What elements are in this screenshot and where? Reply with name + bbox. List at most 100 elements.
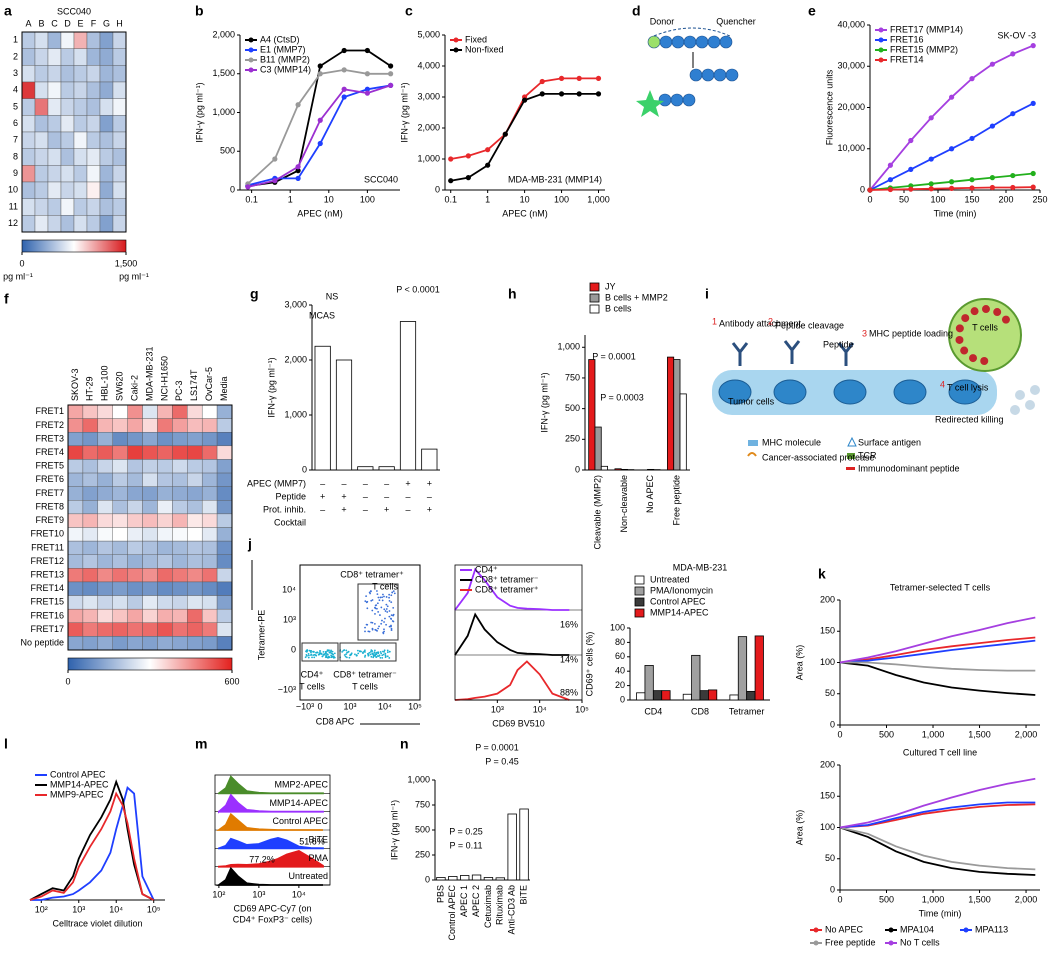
heatmap-cell (112, 554, 128, 569)
peptide-bead (682, 93, 696, 107)
heatmap-cell (99, 198, 114, 216)
series-label: BiTE (308, 834, 328, 844)
heatmap-cell (127, 418, 143, 433)
y-tick-label: 2,000 (212, 29, 235, 39)
heatmap-cell (82, 568, 99, 583)
legend-swatch (589, 304, 600, 314)
event-dot (371, 609, 374, 612)
event-dot (393, 592, 396, 595)
y-tick-label: 5,000 (417, 29, 440, 39)
data-point (989, 61, 996, 67)
y-tick-label: 0 (620, 694, 625, 704)
event-dot (366, 607, 369, 610)
heatmap-cell (86, 148, 101, 166)
heatmap-cell (127, 404, 143, 419)
table-sign: – (341, 478, 346, 488)
heatmap-cell (47, 215, 62, 233)
heatmap-cell (201, 432, 218, 447)
diagram-label: 10⁴ (282, 584, 296, 594)
legend-label: B cells (605, 303, 632, 313)
bar (600, 465, 608, 471)
diagram-label: −10³ (296, 701, 314, 711)
legend-label: Control APEC (50, 769, 106, 779)
bar (460, 875, 470, 881)
heatmap-cell (34, 115, 49, 133)
heatmap-cell (67, 459, 84, 474)
event-dot (376, 602, 379, 605)
event-dot (305, 650, 307, 653)
y-tick-label: 0 (230, 184, 235, 194)
heatmap-cell (73, 131, 88, 149)
y-axis-label: CD69⁺ cells (%) (584, 632, 594, 697)
annotation: P = 0.11 (450, 840, 483, 850)
y-tick-label: 1,000 (417, 153, 440, 163)
heatmap-cell (127, 513, 143, 528)
heatmap-cell (157, 554, 173, 569)
heatmap-cell (172, 622, 188, 637)
heatmap-cell (112, 486, 128, 501)
heatmap-cell (21, 81, 36, 99)
panel-letter: c (405, 3, 413, 19)
series-line (839, 616, 1036, 664)
heatmap-cell (142, 622, 158, 637)
heatmap-cell (172, 595, 188, 610)
legend-label: MPA113 (975, 924, 1008, 934)
table-sign: + (405, 478, 410, 488)
heatmap-cell (47, 81, 62, 99)
heatmap-cell (67, 404, 84, 419)
diagram-label: T cells (352, 681, 378, 691)
annotation: P = 0.25 (449, 826, 483, 836)
bar (737, 636, 748, 701)
data-point (388, 63, 394, 69)
heatmap-cell (21, 65, 36, 83)
event-dot (376, 590, 378, 592)
column-label: Caki-2 (129, 375, 139, 401)
series-line (839, 777, 1036, 829)
heatmap-cell (47, 165, 62, 183)
annotation: MDA-MB-231 (MMP14) (508, 174, 602, 184)
colorbar-units: pg ml⁻¹ (119, 271, 149, 281)
series-line (839, 639, 1036, 664)
heatmap-cell (34, 65, 49, 83)
heatmap-cell (142, 636, 158, 651)
density-curve (29, 779, 155, 901)
diagram-label: T cells (299, 681, 325, 691)
event-dot (392, 590, 395, 593)
panel-letter: a (4, 3, 12, 19)
heatmap-cell (67, 418, 84, 433)
table-sign: – (363, 504, 368, 514)
x-tick-label: 10² (212, 889, 225, 899)
event-dot (308, 654, 310, 657)
heatmap-cell (73, 198, 88, 216)
bar (614, 468, 622, 471)
x-tick-label: 0 (867, 194, 872, 204)
heatmap-cell (99, 31, 114, 49)
heatmap-cell (47, 98, 62, 116)
diagram-label: T cell lysis (947, 382, 989, 392)
debris (1030, 385, 1040, 395)
row-label: 9 (13, 168, 18, 178)
panel-letter: m (195, 736, 207, 752)
heatmap-cell (142, 432, 158, 447)
table-sign: + (427, 504, 432, 514)
event-dot (385, 603, 388, 606)
legend-label: Free peptide (825, 937, 876, 947)
event-dot (384, 610, 387, 612)
x-tick-label: CD8 (691, 706, 709, 716)
x-tick-label: 0.1 (245, 194, 258, 204)
granule (981, 305, 990, 314)
series-label: MMP14-APEC (269, 798, 328, 808)
x-tick-label: PBS (435, 885, 445, 903)
data-point (949, 185, 955, 191)
heatmap-cell (112, 636, 128, 651)
peptide-bead (647, 35, 661, 49)
heatmap-cell (172, 500, 188, 515)
heatmap-cell (99, 48, 114, 66)
panel-letter: h (508, 286, 517, 302)
legend-marker (813, 940, 819, 946)
y-tick-label: 50 (825, 688, 835, 698)
y-axis-label: Fluorescence units (824, 69, 834, 145)
table-sign: – (384, 478, 389, 488)
heatmap-cell (187, 459, 203, 474)
row-label: 12 (8, 218, 18, 228)
